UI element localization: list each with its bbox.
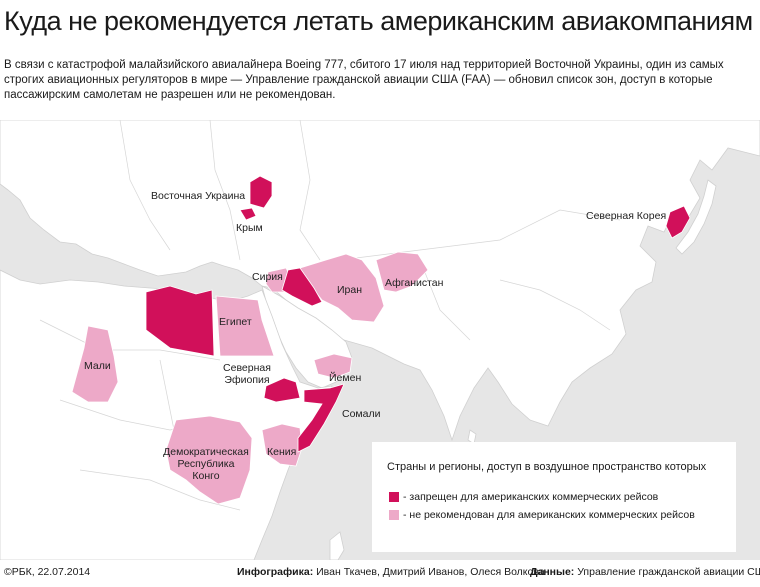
border-line [79,469,241,511]
label-mali: Мали [84,360,111,372]
japan-land [675,179,717,255]
label-afghanistan: Афганистан [385,277,444,289]
label-egypt: Египет [219,316,252,328]
region-north-ethiopia [263,377,301,403]
border-line [119,120,171,251]
legend-title: Страны и регионы, доступ в воздушное про… [387,461,707,473]
label-north-korea: Северная Корея [586,210,667,222]
region-mali [71,325,119,403]
legend-swatch-not-recommended [389,510,399,520]
region-iran [299,253,385,323]
label-north-ethiopia: Северная Эфиопия [217,362,277,386]
border-line [419,259,471,341]
footer-data-source-text: Управление гражданской авиации США. [574,566,760,578]
label-iran: Иран [337,284,363,296]
region-east-ukraine [249,175,273,209]
region-libya [145,285,215,357]
footer-infographics-label: Инфографика: [237,566,314,578]
region-drc [165,415,253,505]
map: Восточная Украина Крым Северная Корея Си… [0,120,760,560]
footer: ©РБК, 22.07.2014 Инфографика: Иван Ткаче… [0,560,760,587]
region-north-korea [665,205,691,239]
region-egypt [215,295,275,357]
border-line [499,279,611,331]
label-somalia: Сомали [342,408,381,420]
legend-label-prohibited: - запрещен для американских коммерческих… [403,491,659,503]
footer-infographics-authors: Иван Ткачев, Дмитрий Иванов, Олеся Волко… [313,566,545,578]
label-syria: Сирия [252,271,283,283]
label-drc-line2: Республика [177,458,235,470]
region-afghanistan [375,251,429,293]
border-line [39,319,221,361]
region-kenya [261,423,303,467]
legend-item-not-recommended: - не рекомендован для американских комме… [389,508,695,522]
border-line [299,120,321,261]
footer-data-label: Данные: [530,566,575,578]
footer-data-source: Данные: Управление гражданской авиации С… [530,566,760,578]
label-drc-line1: Демократическая [163,446,249,458]
page-title: Куда не рекомендуется летать американски… [4,6,753,36]
footer-copyright: ©РБК, 22.07.2014 [4,566,91,578]
region-somalia [297,383,345,453]
legend-label-not-recommended: - не рекомендован для американских комме… [403,509,695,521]
label-north-ethiopia-line2: Эфиопия [224,374,270,386]
label-crimea: Крым [236,222,263,234]
region-crimea [239,207,257,221]
label-drc-line3: Конго [192,470,220,482]
label-east-ukraine: Восточная Украина [151,190,246,202]
eurasia-land [0,120,760,442]
highlighted-regions [71,175,691,505]
page-subtitle: В связи с катастрофой малайзийского авиа… [4,59,724,101]
legend-item-prohibited: - запрещен для американских коммерческих… [389,490,658,504]
legend: Страны и регионы, доступ в воздушное про… [372,442,736,552]
label-north-ethiopia-line1: Северная [223,362,271,374]
map-canvas [0,120,760,560]
footer-credits: Инфографика: Иван Ткачев, Дмитрий Иванов… [237,566,545,578]
border-line [209,120,241,261]
madagascar-land [329,531,345,560]
region-yemen [313,353,353,379]
label-yemen: Йемен [329,372,362,384]
header: Куда не рекомендуется летать американски… [0,0,760,120]
legend-swatch-prohibited [389,492,399,502]
label-drc: Демократическая Республика Конго [158,446,254,482]
region-iraq [281,267,323,307]
label-kenya: Кения [267,446,297,458]
